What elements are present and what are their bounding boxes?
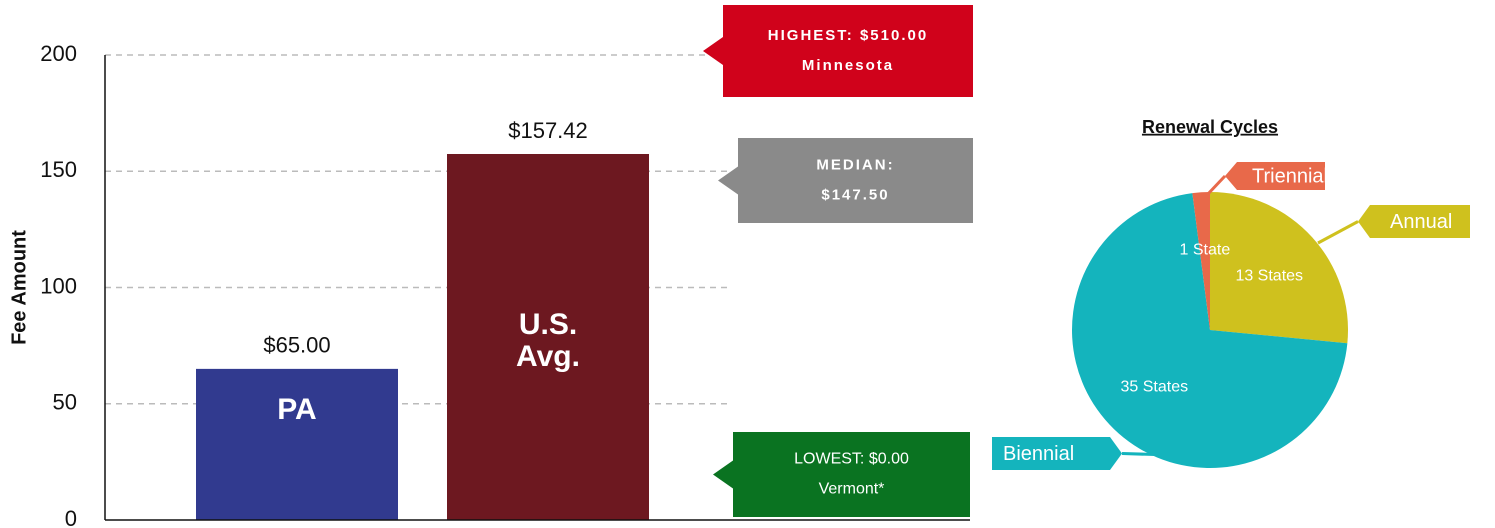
value-label: $157.42: [508, 118, 588, 143]
annotation-box: [718, 138, 973, 223]
bar-category-box: PA: [277, 393, 317, 426]
annotation-text: HIGHEST: $510.00: [768, 27, 928, 44]
y-tick-label: 150: [40, 157, 77, 182]
annotation-text: $147.50: [821, 186, 889, 203]
annotation-text: LOWEST: $0.00: [794, 451, 909, 468]
slice-value-label: 35 States: [1121, 379, 1189, 396]
bar: [447, 153, 649, 520]
bar-category-label: U.S. Avg.: [516, 308, 580, 373]
bar: [196, 368, 398, 520]
callout-line: [1317, 220, 1359, 245]
slice-value-label: 1 State: [1180, 241, 1231, 258]
callout-line: [1205, 174, 1227, 197]
legend-label: Triennial: [1252, 165, 1328, 187]
pie-slice: [1192, 192, 1210, 330]
legend-label: Annual: [1390, 211, 1452, 233]
callout-tag: [992, 437, 1122, 470]
annotation-text: Minnesota: [802, 57, 894, 74]
bar-category-label: PA: [277, 393, 317, 426]
annotation-box: [713, 432, 970, 517]
y-tick-label: 50: [53, 390, 77, 415]
annotation-text: Vermont*: [819, 481, 885, 498]
callout-tag: [1225, 162, 1325, 190]
y-tick-label: 100: [40, 273, 77, 298]
value-label: $65.00: [263, 333, 330, 358]
y-tick-label: 0: [65, 506, 77, 528]
callout-tag: [1358, 205, 1470, 238]
pie-slice: [1210, 192, 1348, 344]
annotation-text: MEDIAN:: [816, 156, 894, 173]
pie-slice: [1072, 193, 1348, 468]
bar-category-box: U.S. Avg.: [516, 308, 580, 373]
y-axis-label: Fee Amount: [8, 230, 30, 345]
legend-label: Biennial: [1003, 443, 1074, 465]
annotation-box: [703, 5, 973, 97]
pie-title: Renewal Cycles: [1142, 117, 1278, 137]
callout-line: [1121, 452, 1171, 457]
slice-value-label: 13 States: [1235, 267, 1303, 284]
y-tick-label: 200: [40, 41, 77, 66]
